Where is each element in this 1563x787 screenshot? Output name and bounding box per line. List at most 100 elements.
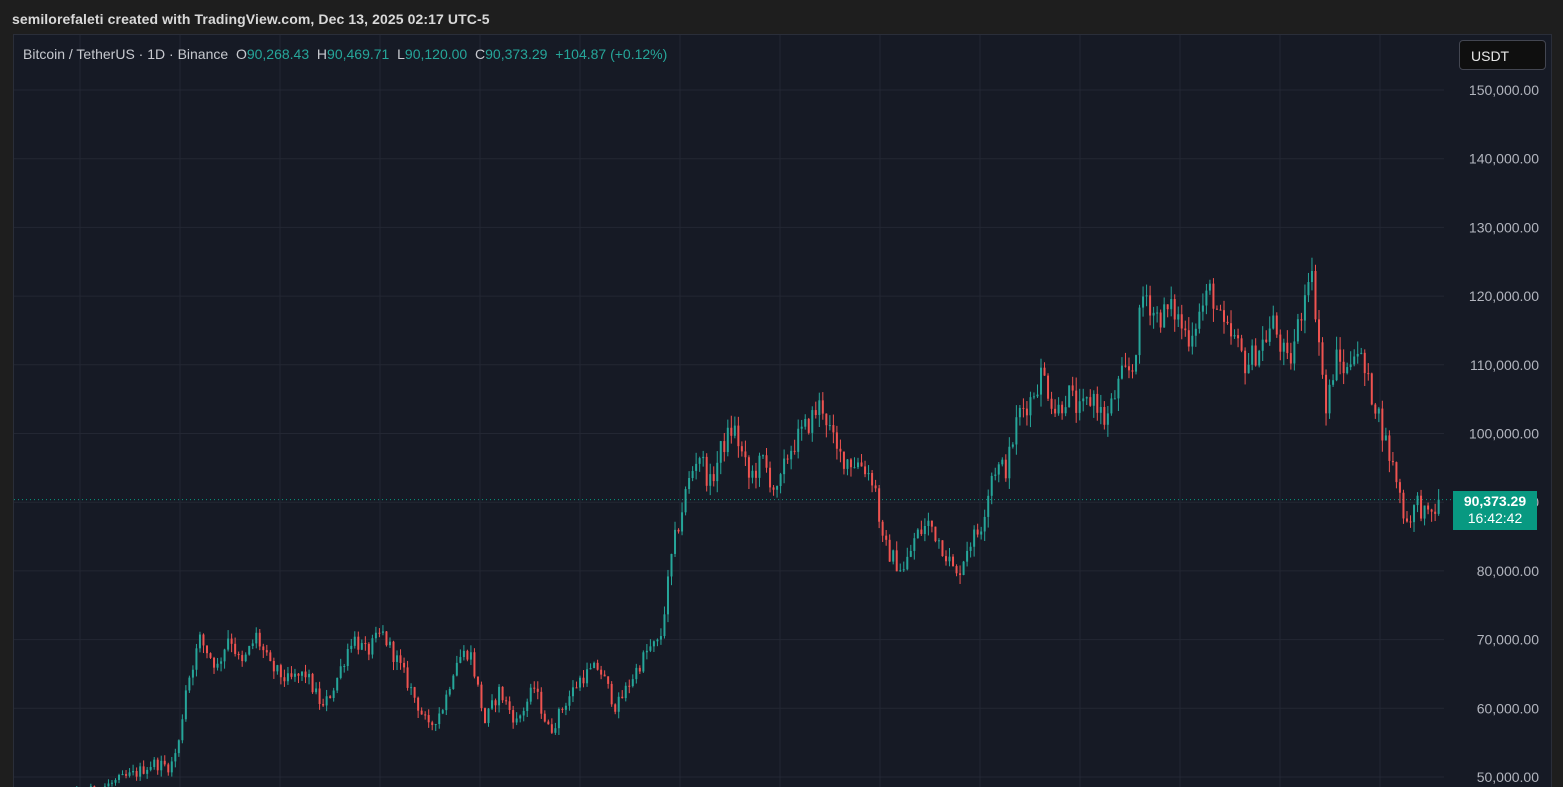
candle-body	[1233, 335, 1236, 337]
candle-body	[410, 687, 413, 689]
candle-body	[1254, 345, 1257, 366]
grid	[14, 35, 1444, 787]
candle-body	[262, 646, 265, 651]
candle-body	[811, 410, 814, 433]
candle-body	[132, 771, 135, 773]
candle-body	[1328, 384, 1331, 414]
candle-body	[1191, 335, 1194, 347]
candle-body	[424, 714, 427, 716]
candle-body	[139, 766, 142, 777]
candle-body	[1420, 495, 1423, 519]
candle-body	[209, 653, 212, 658]
candle-body	[519, 715, 522, 719]
last-price-value: 90,373.29	[1463, 493, 1527, 509]
candlestick-chart[interactable]: 50,000.0060,000.0070,000.0080,000.0090,0…	[14, 35, 1551, 787]
candle-body	[674, 529, 677, 554]
candle-body	[1025, 408, 1028, 416]
candle-body	[586, 669, 589, 684]
candle-body	[610, 683, 613, 705]
candle-body	[346, 649, 349, 667]
price-axis[interactable]: 50,000.0060,000.0070,000.0080,000.0090,0…	[1469, 82, 1539, 785]
symbol-title[interactable]: Bitcoin / TetherUS · 1D · Binance	[23, 46, 229, 62]
candle-body	[913, 538, 916, 551]
candle-body	[1321, 342, 1324, 375]
candle-body	[987, 495, 990, 517]
candle-body	[1310, 270, 1313, 283]
candle-body	[593, 662, 596, 669]
candle-body	[631, 679, 634, 687]
candle-body	[1180, 314, 1183, 329]
candle-body	[1265, 339, 1268, 342]
candle-body	[1092, 393, 1095, 406]
candle-body	[227, 638, 230, 650]
candle-body	[628, 685, 631, 687]
candle-body	[184, 690, 187, 720]
low-label: L	[397, 46, 405, 62]
candle-body	[1237, 335, 1240, 339]
candle-body	[1353, 356, 1356, 365]
candle-body	[452, 675, 455, 689]
candle-body	[258, 632, 261, 647]
candle-body	[441, 710, 444, 714]
candle-body	[797, 428, 800, 452]
candle-body	[494, 700, 497, 706]
candle-body	[582, 677, 585, 684]
candle-body	[744, 451, 747, 458]
candle-body	[1437, 499, 1440, 514]
candle-body	[719, 441, 722, 463]
candle-body	[635, 667, 638, 680]
candle-body	[459, 657, 462, 663]
candle-body	[691, 470, 694, 479]
candle-body	[1018, 407, 1021, 418]
candle-body	[241, 655, 244, 662]
low-value: 90,120.00	[404, 46, 468, 62]
candle-body	[663, 614, 666, 637]
candle-body	[251, 643, 254, 647]
price-axis-label: 100,000.00	[1469, 426, 1539, 442]
candle-body	[1360, 352, 1363, 354]
candle-body	[230, 638, 233, 644]
currency-button[interactable]: USDT	[1459, 40, 1546, 70]
candle-body	[1131, 370, 1134, 372]
candle-body	[1423, 505, 1426, 519]
candle-body	[1205, 290, 1208, 306]
candle-body	[1268, 328, 1271, 342]
candle-body	[364, 643, 367, 645]
candle-body	[973, 529, 976, 547]
candle-body	[118, 775, 121, 780]
candle-body	[1201, 305, 1204, 312]
candle-body	[983, 516, 986, 532]
candle-body	[427, 715, 430, 723]
candle-body	[505, 700, 508, 702]
candle-body	[1377, 408, 1380, 414]
candle-body	[695, 463, 698, 471]
candle-body	[1374, 404, 1377, 414]
candle-body	[684, 489, 687, 513]
candle-body	[107, 783, 110, 787]
candle-body	[779, 474, 782, 487]
candle-body	[561, 709, 564, 711]
candle-body	[881, 521, 884, 536]
chart-pane[interactable]: 50,000.0060,000.0070,000.0080,000.0090,0…	[13, 34, 1552, 787]
candle-body	[1089, 397, 1092, 406]
candle-body	[371, 638, 374, 655]
candle-body	[213, 657, 216, 668]
candle-body	[378, 632, 381, 634]
high-value: 90,469.71	[327, 46, 390, 62]
candle-body	[638, 667, 641, 672]
candle-body	[1226, 321, 1229, 324]
candle-body	[603, 674, 606, 677]
candle-body	[536, 688, 539, 692]
candle-body	[1272, 315, 1275, 329]
candle-body	[726, 427, 729, 453]
candle-body	[842, 451, 845, 469]
last-price-tag: 90,373.29 16:42:42	[1453, 491, 1537, 530]
candle-body	[1367, 373, 1370, 375]
candle-body	[308, 673, 311, 678]
candle-body	[807, 418, 810, 433]
candle-body	[301, 671, 304, 676]
candle-body	[283, 677, 286, 682]
candle-body	[966, 550, 969, 562]
candle-body	[652, 641, 655, 647]
candle-body	[216, 663, 219, 668]
